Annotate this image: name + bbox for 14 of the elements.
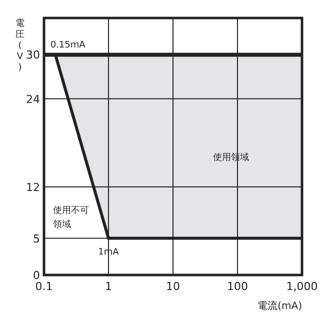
y-tick-label: 0 xyxy=(33,269,40,282)
x-tick-label: 10 xyxy=(166,280,180,293)
annotation: 使用不可領域 xyxy=(53,205,89,230)
x-tick-label: 1 xyxy=(105,280,112,293)
y-tick-label: 30 xyxy=(26,48,40,62)
y-tick-label: 24 xyxy=(26,92,40,106)
x-axis-title: 電流(mA) xyxy=(258,300,302,312)
y-tick-label: 12 xyxy=(26,180,40,194)
x-tick-label: 0.1 xyxy=(35,280,53,293)
x-tick-label: 1,000 xyxy=(286,280,318,293)
annotation: 0.15mA xyxy=(50,40,86,51)
x-tick-label: 100 xyxy=(227,280,248,293)
y-axis-title: 電圧(V) xyxy=(16,18,24,73)
y-tick-label: 5 xyxy=(33,232,40,246)
